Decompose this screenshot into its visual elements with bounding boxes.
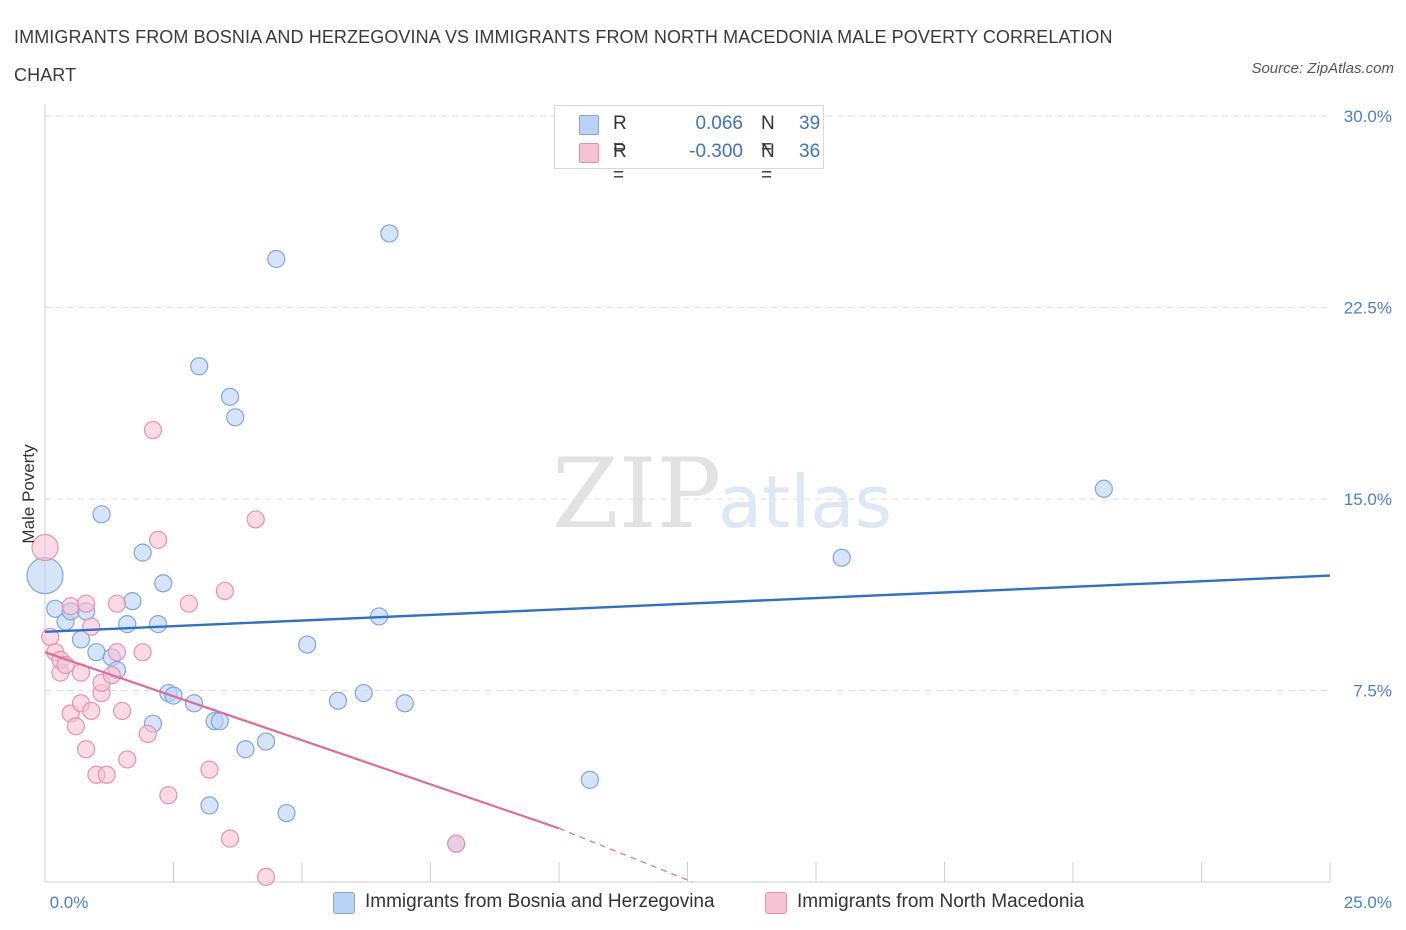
- point-bosnia: [148, 615, 168, 634]
- point-macedonia: [200, 760, 219, 779]
- point-macedonia: [66, 717, 85, 736]
- legend-r-value: 0.066: [695, 113, 743, 134]
- point-bosnia: [236, 740, 255, 759]
- point-bosnia: [267, 249, 286, 269]
- source-label: Source: ZipAtlas.com: [1251, 60, 1394, 77]
- point-macedonia: [133, 643, 152, 662]
- point-macedonia: [220, 829, 240, 848]
- point-bosnia: [226, 408, 245, 427]
- legend-n-value: 39: [799, 113, 821, 134]
- point-macedonia: [77, 740, 96, 759]
- point-macedonia: [31, 533, 59, 562]
- trend-lines: [44, 574, 1331, 883]
- point-macedonia: [97, 765, 116, 784]
- y-tick-label: 22.5%: [1344, 299, 1392, 318]
- x-tick-label: 0.0%: [50, 893, 89, 912]
- point-bosnia: [133, 543, 152, 562]
- point-bosnia: [328, 691, 348, 710]
- watermark-zip: ZIP: [552, 438, 721, 550]
- legend-swatch-pink: [579, 143, 599, 163]
- point-bosnia: [832, 548, 851, 567]
- point-macedonia: [107, 643, 127, 662]
- watermark: ZIP atlas: [552, 438, 892, 550]
- point-macedonia: [143, 420, 163, 440]
- y-tick-label: 15.0%: [1344, 490, 1392, 509]
- correlation-legend: R = 0.066 N = 39 R = -0.300 N = 36: [554, 105, 824, 186]
- point-bosnia: [277, 803, 296, 823]
- point-bosnia: [298, 635, 317, 654]
- legend-r-label: R =: [613, 141, 627, 186]
- point-macedonia: [82, 617, 101, 636]
- x-tick-marks: [44, 862, 1331, 882]
- trend-line-macedonia: [44, 651, 560, 830]
- x-tick-label: 25.0%: [1344, 893, 1392, 912]
- bottom-legend-swatch-blue: [333, 892, 355, 914]
- point-macedonia: [107, 594, 127, 613]
- point-macedonia: [61, 597, 80, 616]
- point-bosnia: [200, 796, 219, 815]
- point-macedonia: [77, 594, 96, 613]
- point-macedonia: [256, 867, 276, 886]
- bottom-legend-label: Immigrants from North Macedonia: [797, 891, 1085, 912]
- point-bosnia: [580, 770, 599, 789]
- point-bosnia: [354, 683, 373, 703]
- point-macedonia: [447, 834, 466, 853]
- y-tick-label: 7.5%: [1353, 682, 1392, 701]
- data-points: [26, 224, 1113, 886]
- point-bosnia: [190, 357, 209, 376]
- trend-line-macedonia-extension: [558, 827, 693, 883]
- y-tick-label: 30.0%: [1344, 107, 1392, 126]
- point-macedonia: [179, 594, 199, 613]
- point-bosnia: [395, 694, 414, 713]
- point-bosnia: [154, 574, 173, 593]
- point-bosnia: [87, 643, 106, 662]
- legend-n-value: 36: [799, 141, 821, 162]
- point-bosnia: [380, 224, 399, 243]
- point-bosnia: [1094, 479, 1113, 498]
- y-axis-label: Male Poverty: [19, 444, 38, 544]
- point-macedonia: [112, 701, 132, 721]
- legend-n-label: N =: [761, 141, 775, 186]
- point-macedonia: [148, 530, 168, 549]
- x-tick-labels: 0.0% 25.0%: [50, 893, 1392, 912]
- legend-r-label: R =: [613, 113, 627, 158]
- watermark-atlas: atlas: [718, 460, 892, 544]
- legend-r-value: -0.300: [689, 141, 743, 162]
- point-macedonia: [138, 724, 157, 744]
- point-bosnia: [92, 505, 111, 524]
- point-macedonia: [82, 701, 101, 721]
- point-bosnia: [123, 592, 142, 611]
- trend-line-bosnia: [44, 574, 1331, 633]
- point-macedonia: [246, 510, 265, 529]
- chart-title: IMMIGRANTS FROM BOSNIA AND HERZEGOVINA V…: [14, 27, 1113, 85]
- legend-swatch-blue: [579, 115, 599, 135]
- point-macedonia: [118, 750, 137, 769]
- point-bosnia: [26, 556, 64, 595]
- point-bosnia: [256, 732, 276, 751]
- point-macedonia: [159, 786, 178, 805]
- point-macedonia: [215, 581, 234, 601]
- legend-n-label: N =: [761, 113, 775, 158]
- point-bosnia: [220, 387, 240, 406]
- bottom-legend-label: Immigrants from Bosnia and Herzegovina: [365, 891, 715, 912]
- y-tick-labels: 7.5% 15.0% 22.5% 30.0%: [1344, 107, 1392, 701]
- point-bosnia: [118, 615, 137, 634]
- bottom-legend-swatch-pink: [765, 892, 787, 914]
